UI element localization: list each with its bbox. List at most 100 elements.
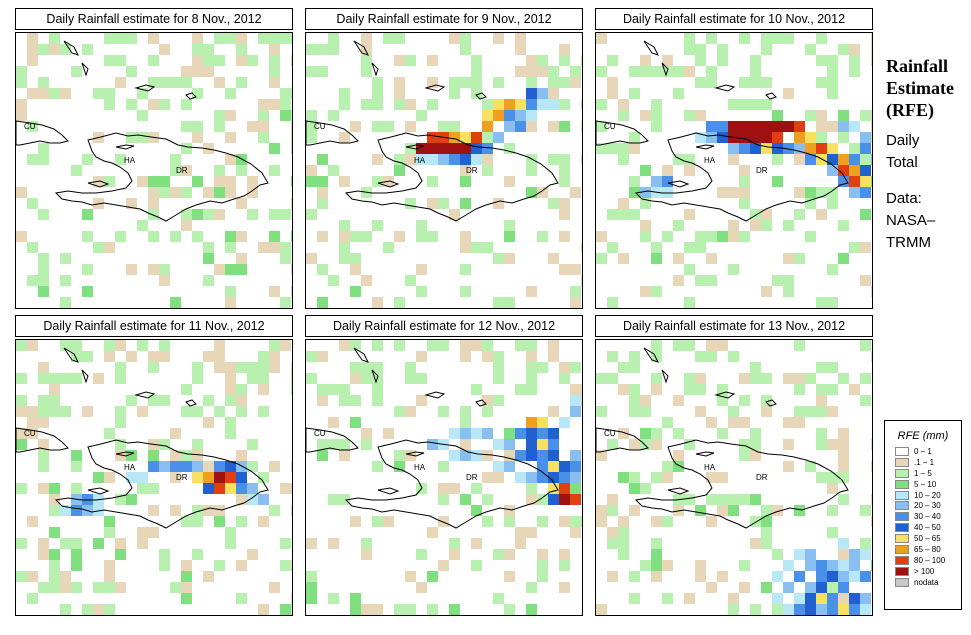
rainfall-cell — [629, 395, 640, 406]
rainfall-cell — [706, 132, 717, 143]
rainfall-cell — [816, 406, 827, 417]
rainfall-cell — [838, 450, 849, 461]
rainfall-cell — [673, 253, 684, 264]
rainfall-cell — [328, 417, 339, 428]
rainfall-cell — [115, 55, 126, 66]
rainfall-cell — [860, 275, 871, 286]
rainfall-cell — [181, 406, 192, 417]
rainfall-cell — [526, 286, 537, 297]
rainfall-cell — [16, 66, 27, 77]
rainfall-cell — [827, 55, 838, 66]
rainfall-cell — [394, 99, 405, 110]
rainfall-cell — [405, 275, 416, 286]
rainfall-cell — [629, 406, 640, 417]
island-coastline — [643, 347, 659, 363]
rainfall-cell — [695, 571, 706, 582]
rainfall-cell — [339, 99, 350, 110]
rainfall-cell — [640, 286, 651, 297]
island-coastline — [87, 487, 110, 495]
rainfall-cell — [673, 275, 684, 286]
rainfall-cell — [695, 231, 706, 242]
rainfall-cell — [607, 297, 618, 308]
rainfall-cell — [269, 505, 280, 516]
rainfall-cell — [761, 516, 772, 527]
rainfall-cell — [482, 428, 493, 439]
rainfall-cell — [548, 483, 559, 494]
rfe-title-line3: (RFE) — [886, 100, 934, 120]
rainfall-cell — [460, 44, 471, 55]
rainfall-cell — [104, 472, 115, 483]
rainfall-cell — [794, 384, 805, 395]
rainfall-cell — [783, 220, 794, 231]
rainfall-cell — [816, 604, 827, 615]
rainfall-cell — [662, 593, 673, 604]
rainfall-cell — [739, 450, 750, 461]
rainfall-cell — [662, 55, 673, 66]
rainfall-cell — [361, 549, 372, 560]
rainfall-cell — [203, 505, 214, 516]
rainfall-cell — [115, 450, 126, 461]
rainfall-cell — [750, 132, 761, 143]
rainfall-cell — [629, 66, 640, 77]
rainfall-cell — [247, 461, 258, 472]
rainfall-cell — [526, 527, 537, 538]
rainfall-cell — [695, 505, 706, 516]
rainfall-cell — [225, 110, 236, 121]
rainfall-cell — [570, 297, 581, 308]
rainfall-cell — [438, 121, 449, 132]
rainfall-cell — [526, 351, 537, 362]
rainfall-cell — [537, 187, 548, 198]
rainfall-cell — [350, 395, 361, 406]
rainfall-cell — [104, 582, 115, 593]
rainfall-cell — [717, 55, 728, 66]
rainfall-cell — [93, 373, 104, 384]
rainfall-cell — [49, 571, 60, 582]
rainfall-cell — [662, 472, 673, 483]
rainfall-cell — [225, 88, 236, 99]
rainfall-cell — [750, 494, 761, 505]
rainfall-cell — [607, 373, 618, 384]
rainfall-cell — [794, 549, 805, 560]
rainfall-cell — [258, 373, 269, 384]
rainfall-cell — [328, 165, 339, 176]
rainfall-cell — [559, 77, 570, 88]
data-label: Data: — [886, 190, 922, 207]
rainfall-cell — [838, 176, 849, 187]
rfe-title: Rainfall Estimate (RFE) — [886, 55, 954, 121]
island-coastline — [661, 62, 669, 77]
rainfall-cell — [849, 560, 860, 571]
rainfall-cell — [416, 110, 427, 121]
rainfall-cell — [247, 373, 258, 384]
rainfall-cell — [482, 340, 493, 351]
rainfall-cell — [493, 132, 504, 143]
rainfall-cell — [651, 560, 662, 571]
rainfall-cell — [291, 264, 292, 275]
legend-title: RFE (mm) — [897, 430, 949, 442]
rainfall-cell — [137, 406, 148, 417]
island-coastline — [63, 40, 79, 56]
rainfall-cell — [269, 242, 280, 253]
rainfall-cell — [339, 494, 350, 505]
rainfall-cell — [71, 351, 82, 362]
rainfall-cell — [438, 154, 449, 165]
rainfall-cell — [761, 538, 772, 549]
rainfall-cell — [838, 439, 849, 450]
rainfall-cell — [225, 373, 236, 384]
rainfall-cell — [526, 77, 537, 88]
rainfall-cell — [618, 538, 629, 549]
rainfall-cell — [16, 187, 27, 198]
legend-label: 10 – 20 — [914, 490, 941, 500]
rainfall-cell — [306, 66, 317, 77]
rainfall-cell — [317, 384, 328, 395]
country-label-dominican_republic: DR — [756, 166, 768, 175]
rainfall-cell — [405, 450, 416, 461]
rainfall-cell — [607, 571, 618, 582]
rainfall-cell — [148, 264, 159, 275]
rainfall-cell — [361, 99, 372, 110]
rainfall-cell — [258, 121, 269, 132]
rainfall-cell — [581, 99, 582, 110]
rainfall-cell — [596, 450, 607, 461]
rainfall-cell — [471, 242, 482, 253]
rainfall-cell — [504, 450, 515, 461]
rainfall-cell — [504, 297, 515, 308]
